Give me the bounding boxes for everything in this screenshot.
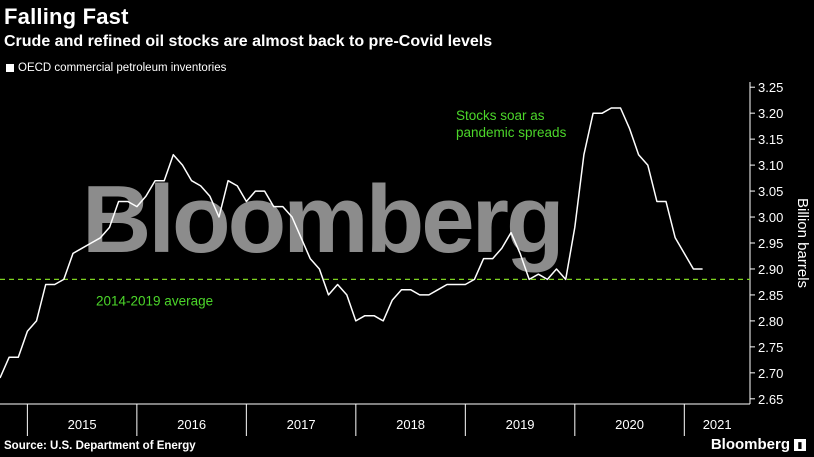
x-tick-label: 2017	[287, 417, 316, 432]
y-tick-label: 3.25	[758, 80, 783, 95]
y-tick-label: 3.10	[758, 158, 783, 173]
source-note: Source: U.S. Department of Energy	[4, 440, 196, 452]
legend: OECD commercial petroleum inventories	[6, 62, 226, 74]
annotation-line: Stocks soar as	[456, 108, 545, 123]
y-tick-label: 2.90	[758, 262, 783, 277]
y-axis-title: Billion barrels	[794, 198, 811, 288]
y-tick-label: 2.95	[758, 236, 783, 251]
chart-title: Falling Fast	[4, 4, 129, 29]
brand-name: Bloomberg	[710, 436, 790, 453]
y-tick-label: 2.65	[758, 392, 783, 407]
x-tick-label: 2015	[68, 417, 97, 432]
annotation-line: pandemic spreads	[456, 125, 567, 140]
y-tick-label: 3.00	[758, 210, 783, 225]
x-tick-label: 2020	[615, 417, 644, 432]
y-tick-label: 2.80	[758, 314, 783, 329]
y-tick-label: 2.70	[758, 366, 783, 381]
y-tick-label: 2.75	[758, 340, 783, 355]
legend-swatch	[6, 64, 14, 72]
y-tick-label: 2.85	[758, 288, 783, 303]
watermark-text: Bloomberg	[82, 166, 562, 273]
legend-label: OECD commercial petroleum inventories	[18, 62, 227, 74]
x-tick-label: 2021	[703, 417, 732, 432]
average-label: 2014-2019 average	[96, 293, 213, 308]
y-tick-label: 3.05	[758, 184, 783, 199]
x-tick-label: 2016	[177, 417, 206, 432]
series-line	[0, 107, 703, 379]
x-tick-label: 2019	[506, 417, 535, 432]
brand-logo: Bloomberg ▮	[711, 436, 806, 453]
chart-subtitle: Crude and refined oil stocks are almost …	[4, 33, 493, 50]
chart-icon: ▮	[794, 438, 806, 451]
x-tick-label: 2018	[396, 417, 425, 432]
y-tick-label: 3.15	[758, 132, 783, 147]
y-tick-label: 3.20	[758, 106, 783, 121]
